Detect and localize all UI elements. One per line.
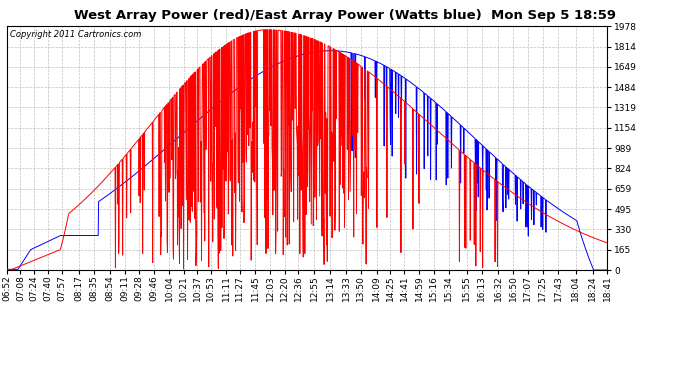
Text: Copyright 2011 Cartronics.com: Copyright 2011 Cartronics.com	[10, 30, 141, 39]
Text: West Array Power (red)/East Array Power (Watts blue)  Mon Sep 5 18:59: West Array Power (red)/East Array Power …	[74, 9, 616, 22]
